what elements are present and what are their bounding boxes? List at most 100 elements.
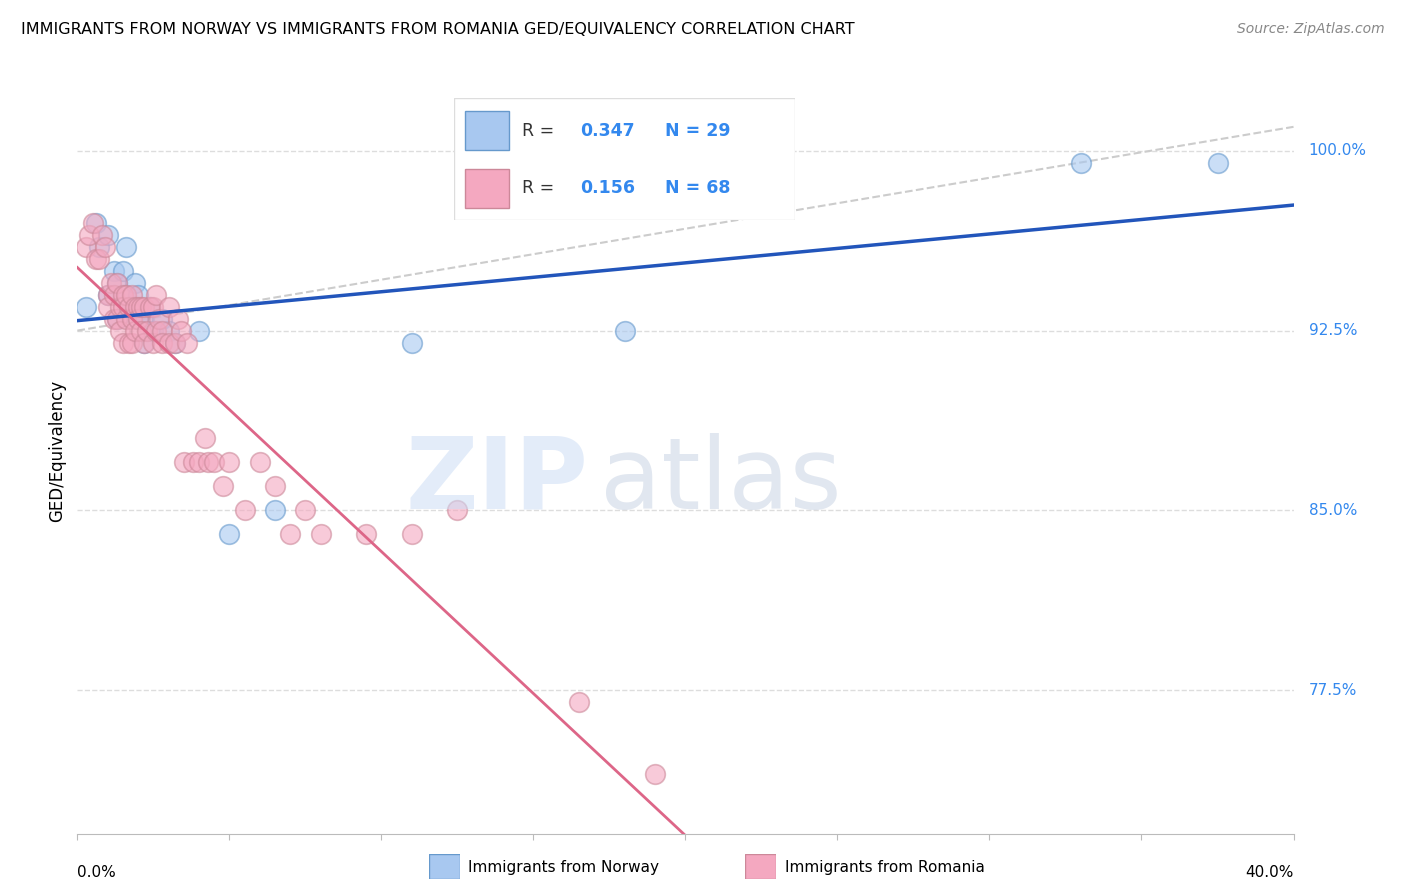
Point — [264, 503, 287, 517]
Point — [127, 287, 149, 301]
Point — [166, 311, 188, 326]
Point — [105, 276, 128, 290]
Point — [157, 335, 180, 350]
Point — [105, 276, 128, 290]
Point — [127, 300, 149, 314]
Point — [134, 335, 156, 350]
Point — [103, 311, 125, 326]
Point — [129, 324, 152, 338]
Point — [75, 300, 97, 314]
Point — [152, 335, 174, 350]
Point — [84, 216, 107, 230]
Text: IMMIGRANTS FROM NORWAY VS IMMIGRANTS FROM ROMANIA GED/EQUIVALENCY CORRELATION CH: IMMIGRANTS FROM NORWAY VS IMMIGRANTS FRO… — [21, 22, 855, 37]
Point — [176, 335, 198, 350]
Point — [249, 455, 271, 469]
Point — [115, 311, 138, 326]
Text: Immigrants from Norway: Immigrants from Norway — [468, 860, 659, 874]
Point — [105, 311, 128, 326]
Text: Immigrants from Romania: Immigrants from Romania — [785, 860, 984, 874]
Point — [188, 324, 211, 338]
Point — [188, 455, 211, 469]
Point — [212, 479, 235, 493]
Point — [173, 455, 195, 469]
Text: 100.0%: 100.0% — [1309, 144, 1367, 158]
Point — [103, 263, 125, 277]
Point — [142, 335, 165, 350]
Point — [568, 695, 591, 709]
Point — [1070, 155, 1092, 169]
Point — [145, 287, 167, 301]
Point — [124, 276, 146, 290]
Point — [142, 300, 165, 314]
Point — [121, 287, 143, 301]
Point — [134, 300, 156, 314]
Point — [127, 311, 149, 326]
Point — [97, 287, 120, 301]
Point — [163, 335, 186, 350]
Point — [401, 335, 423, 350]
Point — [124, 300, 146, 314]
Point — [194, 432, 217, 446]
Point — [142, 324, 165, 338]
Point — [111, 287, 134, 301]
Point — [79, 227, 101, 242]
Point — [115, 287, 138, 301]
Text: 92.5%: 92.5% — [1309, 323, 1357, 338]
Point — [354, 527, 377, 541]
Point — [84, 252, 107, 266]
Point — [264, 479, 287, 493]
Point — [134, 311, 156, 326]
Point — [309, 527, 332, 541]
Point — [294, 503, 316, 517]
Text: 85.0%: 85.0% — [1309, 503, 1357, 518]
Point — [446, 503, 468, 517]
Point — [118, 335, 141, 350]
Point — [121, 311, 143, 326]
Point — [139, 300, 162, 314]
Point — [108, 324, 131, 338]
Point — [124, 324, 146, 338]
Point — [202, 455, 225, 469]
Point — [115, 240, 138, 254]
Point — [118, 300, 141, 314]
Point — [233, 503, 256, 517]
Point — [127, 311, 149, 326]
Y-axis label: GED/Equivalency: GED/Equivalency — [48, 379, 66, 522]
Point — [75, 240, 97, 254]
Point — [157, 324, 180, 338]
Point — [87, 252, 110, 266]
Point — [97, 287, 120, 301]
Point — [82, 216, 104, 230]
Point — [111, 335, 134, 350]
Text: 77.5%: 77.5% — [1309, 682, 1357, 698]
Point — [97, 300, 120, 314]
Point — [108, 300, 131, 314]
Point — [121, 335, 143, 350]
Point — [181, 455, 204, 469]
Point — [163, 335, 186, 350]
Point — [152, 311, 174, 326]
Point — [1206, 155, 1229, 169]
Point — [644, 767, 666, 781]
Point — [111, 300, 134, 314]
Point — [218, 527, 240, 541]
Point — [148, 311, 170, 326]
Point — [152, 324, 174, 338]
Text: Source: ZipAtlas.com: Source: ZipAtlas.com — [1237, 22, 1385, 37]
Point — [157, 300, 180, 314]
Point — [129, 300, 152, 314]
Point — [93, 240, 115, 254]
Point — [170, 324, 193, 338]
Point — [100, 276, 122, 290]
Text: 40.0%: 40.0% — [1246, 865, 1294, 880]
Point — [136, 324, 159, 338]
Point — [90, 227, 112, 242]
Point — [103, 287, 125, 301]
Point — [97, 227, 120, 242]
Point — [105, 311, 128, 326]
Text: atlas: atlas — [600, 433, 842, 530]
Text: ZIP: ZIP — [405, 433, 588, 530]
Point — [115, 287, 138, 301]
Point — [278, 527, 301, 541]
Point — [121, 300, 143, 314]
